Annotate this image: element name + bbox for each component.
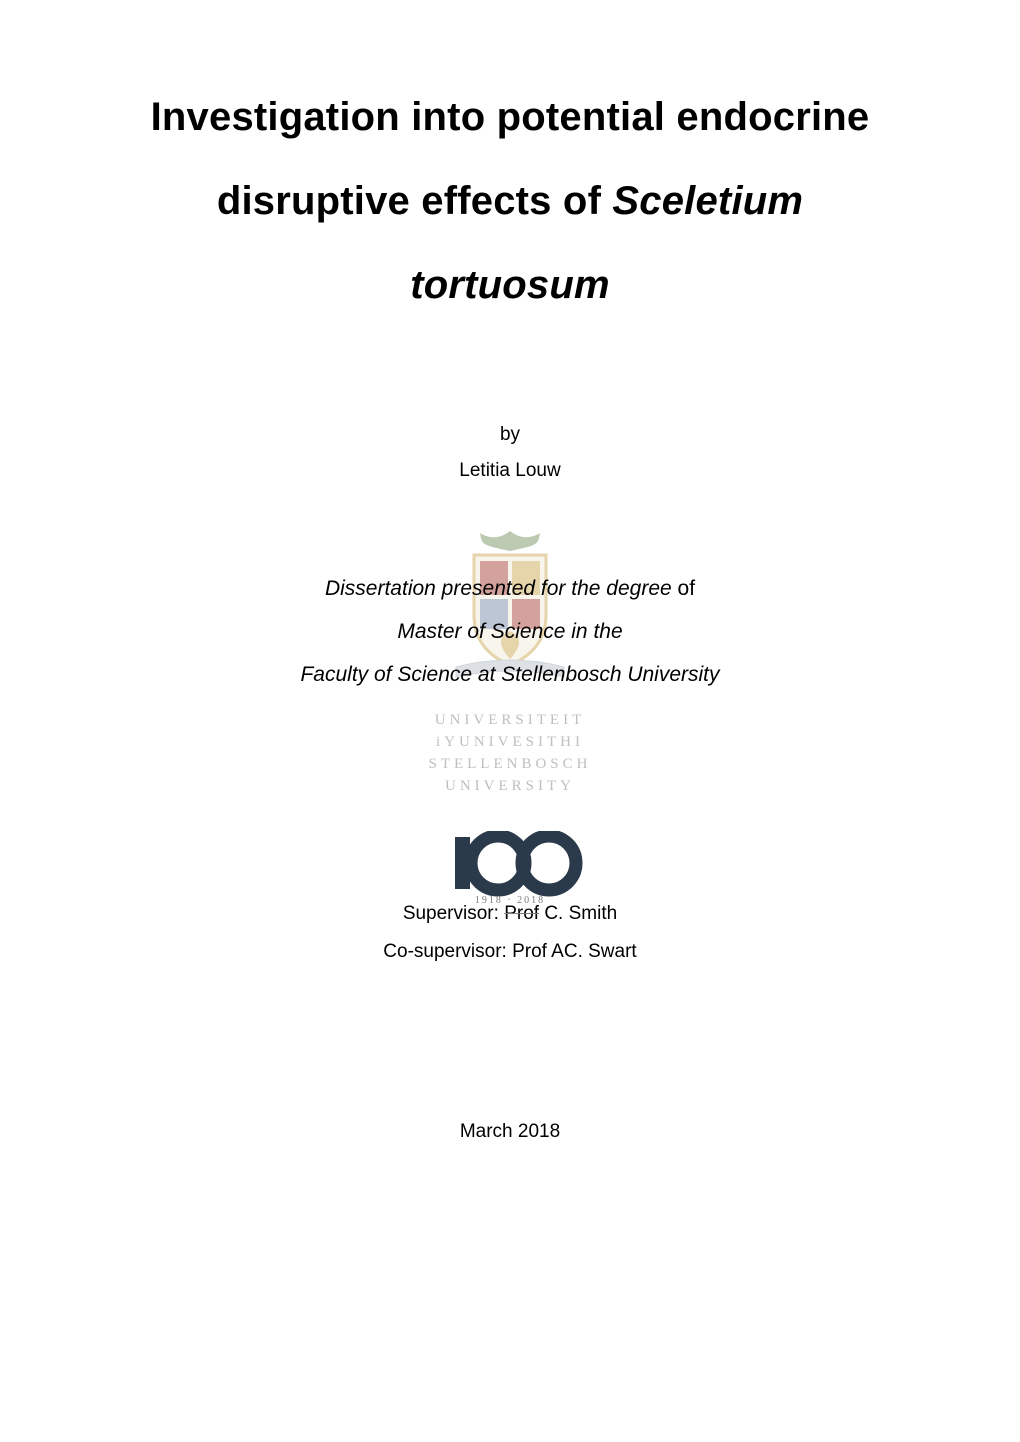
co-supervisor-line: Co-supervisor: Prof AC. Swart: [383, 933, 636, 971]
title-block: Investigation into potential endocrine d…: [110, 90, 910, 312]
title-line-3: tortuosum: [110, 258, 910, 312]
degree-text: Dissertation presented for the degree of…: [300, 567, 719, 696]
supervisor-tail: C. Smith: [539, 903, 617, 924]
degree-line-1: Dissertation presented for the degree of: [300, 567, 719, 610]
title-line-2-prefix: disruptive effects of: [217, 179, 613, 223]
degree-line-3: Faculty of Science at Stellenbosch Unive…: [300, 653, 719, 696]
supervisor-line: Supervisor: Prof C. Smith: [383, 895, 636, 933]
supervisor-strike: Prof: [504, 903, 539, 924]
wordmark-line-4: UNIVERSITY: [428, 776, 591, 798]
wordmark-line-1: UNIVERSITEIT: [428, 710, 591, 732]
author-name: Letitia Louw: [459, 453, 560, 489]
supervisor-prefix: Supervisor:: [403, 903, 504, 924]
by-label: by: [459, 417, 560, 453]
supervisor-block: Supervisor: Prof C. Smith Co-supervisor:…: [383, 895, 636, 971]
degree-line-1-italic: Dissertation presented for the degree: [325, 577, 678, 600]
degree-line-2: Master of Science in the: [300, 610, 719, 653]
degree-line-1-tail: of: [678, 577, 696, 600]
date: March 2018: [460, 1121, 560, 1143]
wordmark-line-2: iYUNIVESITHI: [428, 732, 591, 754]
date-block: March 2018: [460, 1121, 560, 1143]
title-line-2: disruptive effects of Sceletium: [110, 174, 910, 228]
title-line-1: Investigation into potential endocrine: [110, 90, 910, 144]
title-line-2-italic: Sceletium: [612, 179, 803, 223]
by-block: by Letitia Louw: [459, 417, 560, 489]
page-root: Investigation into potential endocrine d…: [0, 0, 1020, 1442]
wordmark-line-3: STELLENBOSCH: [428, 754, 591, 776]
degree-block: Dissertation presented for the degree of…: [300, 567, 719, 696]
university-wordmark: UNIVERSITEIT iYUNIVESITHI STELLENBOSCH U…: [428, 710, 591, 797]
